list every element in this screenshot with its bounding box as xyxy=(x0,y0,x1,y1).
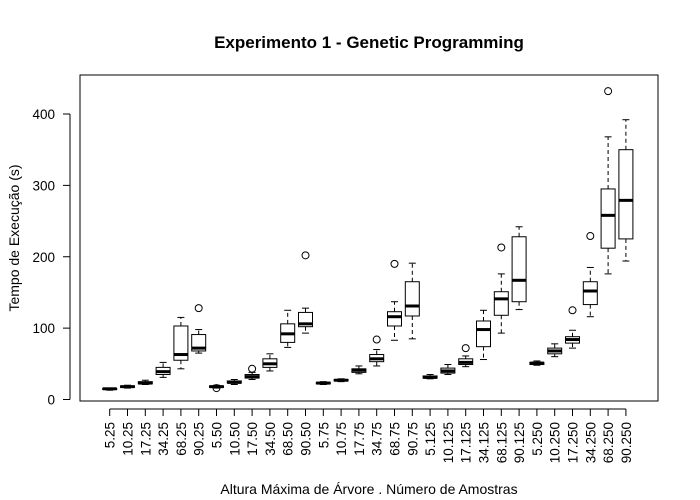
y-tick-label: 400 xyxy=(32,107,55,122)
y-axis: 0 100 200 300 400 xyxy=(32,107,71,408)
box-group xyxy=(244,364,260,381)
box-group xyxy=(440,364,456,376)
box-group xyxy=(315,381,331,386)
box-group xyxy=(226,379,242,386)
x-tick-label: 10.75 xyxy=(334,422,349,456)
box-group xyxy=(493,243,509,334)
x-axis: 5.25 10.25 17.25 34.25 68.25 90.25 5.50 10.50 17… xyxy=(103,408,634,463)
box-series xyxy=(102,87,634,393)
x-tick-label: 17.250 xyxy=(566,422,581,463)
x-tick-label: 90.50 xyxy=(299,422,314,456)
box-group xyxy=(191,304,207,354)
outlier-point xyxy=(586,232,595,241)
iqr-box xyxy=(493,291,509,316)
iqr-box xyxy=(618,149,634,240)
iqr-box xyxy=(582,281,598,306)
x-tick-label: 34.125 xyxy=(477,422,492,463)
box-group xyxy=(120,384,135,389)
outlier-point xyxy=(390,259,399,268)
iqr-box xyxy=(404,281,420,317)
box-group xyxy=(333,378,349,383)
iqr-box xyxy=(387,311,402,327)
x-tick-label: 68.25 xyxy=(174,422,189,456)
box-group xyxy=(547,343,563,358)
x-tick-label: 90.25 xyxy=(192,422,207,456)
outlier-point xyxy=(604,87,613,96)
chart-title: Experimento 1 - Genetic Programming xyxy=(214,33,524,52)
y-tick-label: 0 xyxy=(47,393,55,408)
box-group xyxy=(298,251,313,334)
box-group xyxy=(582,232,598,318)
box-group xyxy=(351,365,367,375)
box-group xyxy=(422,374,438,380)
plot-area-frame xyxy=(79,74,659,402)
box-group xyxy=(155,361,171,378)
box-group xyxy=(209,384,224,393)
outlier-point xyxy=(461,344,470,353)
x-tick-label: 34.75 xyxy=(370,422,385,456)
x-tick-label: 5.25 xyxy=(103,422,118,448)
x-tick-label: 5.250 xyxy=(530,422,545,456)
box-group xyxy=(387,259,402,341)
box-group xyxy=(618,119,634,262)
outlier-point xyxy=(194,304,203,313)
x-tick-label: 17.75 xyxy=(352,422,367,456)
x-tick-label: 5.75 xyxy=(316,422,331,448)
x-tick-label: 68.250 xyxy=(601,422,616,463)
iqr-box xyxy=(173,325,189,361)
x-tick-label: 17.125 xyxy=(459,422,474,463)
box-group xyxy=(404,262,420,340)
x-tick-label: 34.250 xyxy=(583,422,598,463)
box-group xyxy=(565,306,580,349)
x-tick-label: 34.50 xyxy=(263,422,278,456)
x-tick-label: 90.125 xyxy=(512,422,527,463)
box-group xyxy=(137,379,153,386)
outlier-point xyxy=(212,384,221,393)
box-group xyxy=(600,87,616,275)
box-group xyxy=(262,353,278,372)
box-group xyxy=(102,387,118,391)
box-group xyxy=(280,309,296,348)
y-tick-label: 100 xyxy=(32,321,55,336)
box-group xyxy=(476,309,491,361)
outlier-point xyxy=(568,306,577,315)
box-group xyxy=(458,344,474,368)
x-tick-label: 5.125 xyxy=(423,422,438,456)
box-group xyxy=(529,360,545,366)
y-tick-label: 200 xyxy=(32,250,55,265)
x-tick-label: 90.250 xyxy=(619,422,634,463)
x-tick-label: 10.25 xyxy=(121,422,136,456)
box-group xyxy=(369,335,385,367)
x-tick-label: 10.250 xyxy=(548,422,563,463)
x-tick-label: 90.75 xyxy=(405,422,420,456)
iqr-box xyxy=(600,188,616,249)
outlier-point xyxy=(372,335,381,344)
x-tick-label: 34.25 xyxy=(156,422,171,456)
x-tick-label: 68.125 xyxy=(494,422,509,463)
x-tick-label: 10.125 xyxy=(441,422,456,463)
iqr-box xyxy=(476,320,491,348)
x-tick-label: 17.25 xyxy=(138,422,153,456)
outlier-point xyxy=(248,364,257,373)
y-axis-label: Tempo de Execução (s) xyxy=(6,164,22,311)
outlier-point xyxy=(301,251,310,260)
x-tick-label: 5.50 xyxy=(210,422,225,448)
y-tick-label: 300 xyxy=(32,178,55,193)
x-tick-label: 10.50 xyxy=(227,422,242,456)
x-tick-label: 17.50 xyxy=(245,422,260,456)
box-group xyxy=(173,316,189,370)
outlier-point xyxy=(497,243,506,252)
x-tick-label: 68.75 xyxy=(388,422,403,456)
x-tick-label: 68.50 xyxy=(281,422,296,456)
box-group xyxy=(511,226,527,311)
x-axis-label: Altura Máxima de Árvore . Número de Amos… xyxy=(220,481,517,497)
iqr-box xyxy=(511,236,527,303)
